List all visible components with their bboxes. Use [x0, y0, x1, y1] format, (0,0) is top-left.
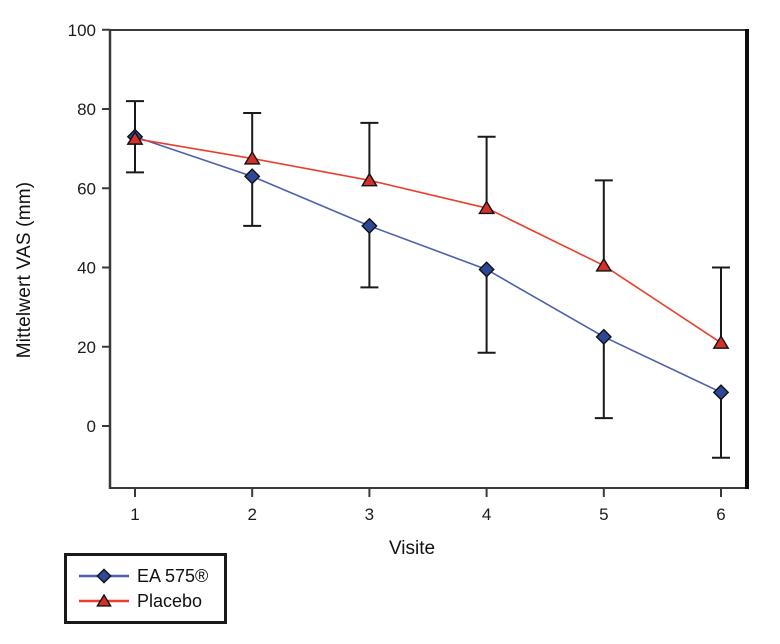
legend-item-placebo: Placebo — [78, 590, 224, 612]
diamond-marker-icon — [361, 217, 378, 235]
x-tick-label: 1 — [130, 505, 139, 524]
triangle-marker-icon — [96, 593, 112, 607]
y-tick-label: 0 — [87, 417, 96, 436]
series-line — [134, 137, 722, 344]
x-tick-label: 5 — [599, 505, 608, 524]
x-tick-label: 3 — [365, 505, 374, 524]
legend-label-placebo: Placebo — [137, 590, 203, 611]
triangle-marker-icon — [712, 334, 730, 349]
diamond-marker-icon — [96, 568, 112, 584]
y-tick-label: 20 — [77, 338, 96, 357]
legend: EA 575® Placebo — [64, 553, 227, 624]
y-tick-label: 60 — [77, 179, 96, 198]
diamond-marker-icon — [478, 261, 495, 278]
x-tick-label: 4 — [482, 505, 491, 524]
legend-label-ea575: EA 575® — [137, 565, 209, 586]
triangle-marker-icon — [478, 200, 496, 215]
x-tick-label: 6 — [716, 505, 725, 524]
placebo-triangle-line-icon — [79, 593, 129, 607]
y-axis-title: Mittelwert VAS (mm) — [14, 181, 35, 359]
triangle-marker-icon — [126, 130, 144, 145]
x-axis-title: Visite — [388, 538, 436, 559]
series-line — [134, 135, 722, 394]
y-tick-label: 40 — [77, 259, 96, 278]
x-tick-label: 2 — [247, 505, 256, 524]
diamond-marker-icon — [595, 328, 612, 346]
y-tick-label: 80 — [77, 100, 96, 119]
diamond-marker-icon — [244, 168, 261, 185]
triangle-marker-icon — [360, 172, 378, 187]
legend-item-ea575: EA 575® — [78, 565, 224, 587]
triangle-marker-icon — [243, 150, 261, 165]
y-tick-label: 100 — [68, 21, 96, 40]
triangle-marker-icon — [595, 257, 613, 272]
diamond-marker-icon — [712, 384, 730, 401]
ea575-diamond-line-icon — [79, 568, 129, 584]
